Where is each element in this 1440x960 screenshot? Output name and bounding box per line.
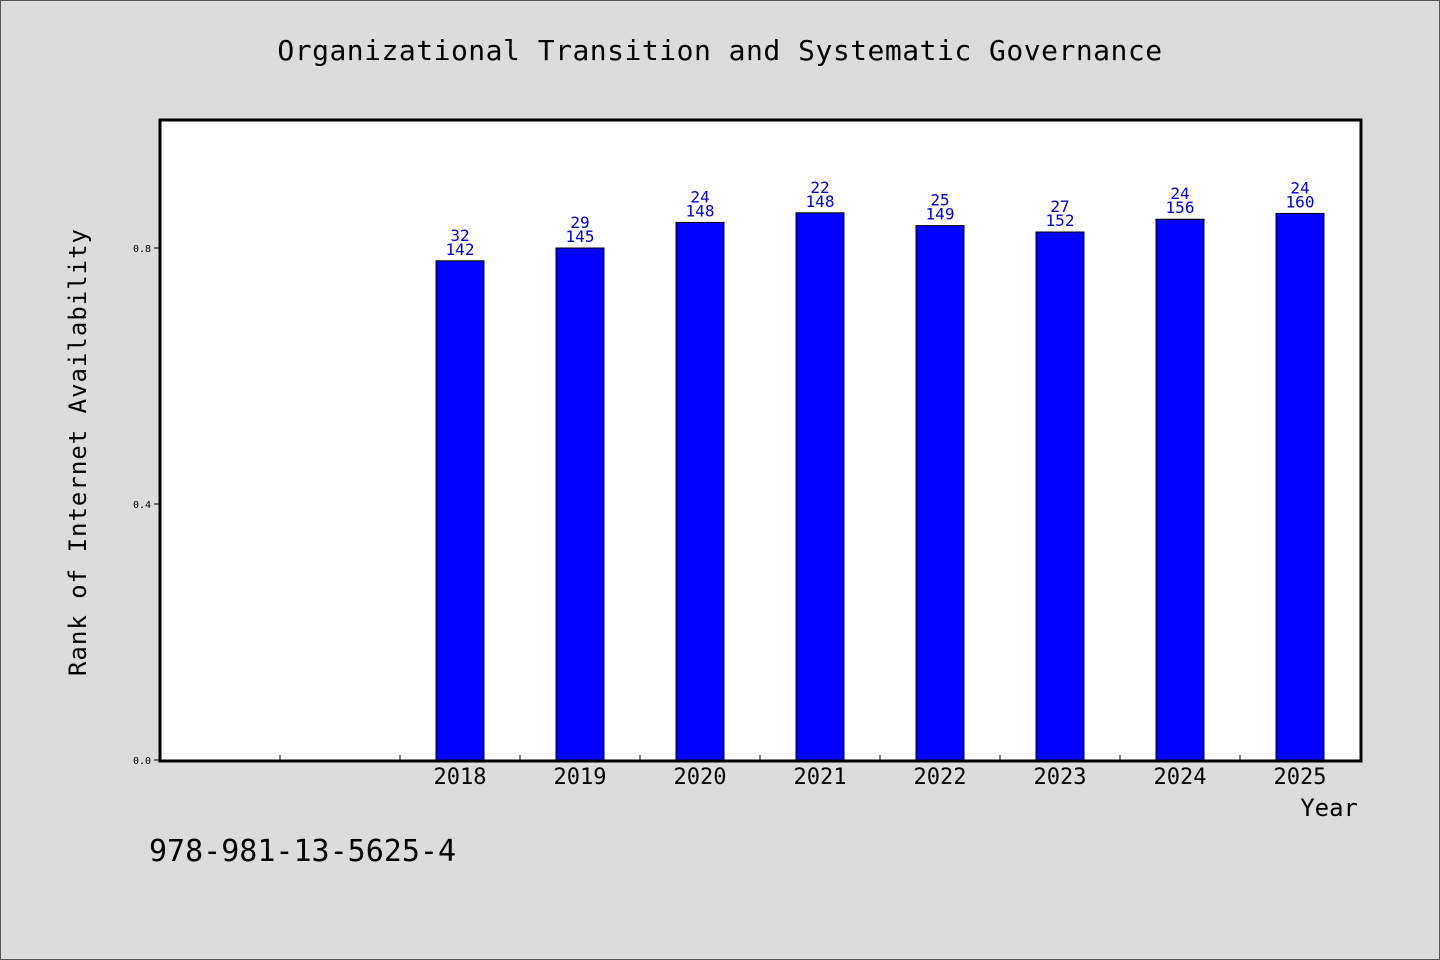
chart-title: Organizational Transition and Systematic… [277,34,1163,67]
bar-label-top: 22 [810,178,829,197]
x-tick-label: 2020 [674,765,727,790]
bar-label-bottom: 152 [1046,211,1075,230]
bar-2024 [1155,218,1205,761]
ticks-layer: 0.0 0.4 0.8 2018 2019 2020 2021 2022 2023 2024 202… [133,244,1327,790]
bar-2023 [1035,231,1085,761]
bar-label-top: 32 [450,226,469,245]
bar-label-bottom: 156 [1166,198,1195,217]
x-tick-label: 2021 [794,765,847,790]
bar-label-top: 24 [1170,184,1189,203]
y-tick-label: 0.4 [133,500,151,511]
bar-label-top: 24 [690,187,709,206]
bar-2022 [915,225,965,761]
x-tick-label: 2022 [914,765,967,790]
bar-2025 [1275,212,1325,761]
bar-label-bottom: 148 [686,201,715,220]
y-tick-label: 0.8 [133,244,151,255]
bar-label-top: 27 [1050,197,1069,216]
y-axis-label: Rank of Internet Availability [64,227,92,677]
bar-label-bottom: 160 [1286,192,1315,211]
bar-label-top: 29 [570,213,589,232]
bar-label-top: 24 [1290,178,1309,197]
bar-label-bottom: 142 [446,240,475,259]
x-tick-label: 2018 [434,765,487,790]
x-tick-label: 2025 [1274,765,1327,790]
bar-label-top: 25 [930,191,949,210]
footer-code: 978-981-13-5625-4 [149,834,457,869]
x-tick-label: 2024 [1154,765,1207,790]
bar-label-bottom: 145 [566,227,595,246]
x-tick-label: 2019 [554,765,607,790]
bar-2019 [555,247,605,761]
x-axis-label: Year [1300,794,1358,822]
y-tick-label: 0.0 [133,756,151,767]
plot-border [158,118,1363,763]
x-tick-label: 2023 [1034,765,1087,790]
bar-2021 [795,212,845,761]
bar-2020 [675,221,725,761]
bar-label-bottom: 148 [806,192,835,211]
bar-label-bottom: 149 [926,205,955,224]
bar-2018 [435,260,485,761]
